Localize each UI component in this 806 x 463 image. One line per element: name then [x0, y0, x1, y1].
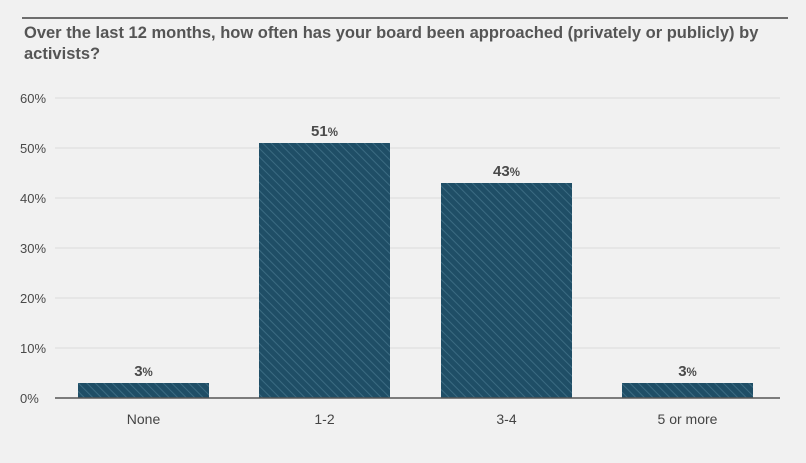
- bar: [622, 383, 753, 398]
- data-labels: 3%51%43%3%: [134, 123, 697, 380]
- x-category-label: None: [127, 411, 161, 427]
- y-tick-label: 60%: [20, 91, 46, 106]
- x-category-label: 1-2: [314, 411, 334, 427]
- bar: [259, 143, 390, 398]
- y-tick-label: 20%: [20, 291, 46, 306]
- data-label-unit: %: [328, 127, 338, 139]
- y-tick-label: 40%: [20, 191, 46, 206]
- x-category-label: 3-4: [496, 411, 516, 427]
- data-label-value: 3: [678, 363, 686, 380]
- x-category-label: 5 or more: [658, 411, 718, 427]
- data-label: 3%: [678, 363, 697, 380]
- bar: [78, 383, 209, 398]
- data-label-value: 43: [493, 163, 510, 180]
- y-tick-label: 10%: [20, 341, 46, 356]
- top-rule: [22, 17, 788, 19]
- data-label-unit: %: [510, 167, 520, 179]
- data-label: 51%: [311, 123, 338, 140]
- y-tick-label: 50%: [20, 141, 46, 156]
- x-axis: None 1-2 3-4 5 or more: [127, 411, 718, 427]
- y-tick-label: 30%: [20, 241, 46, 256]
- data-label-unit: %: [143, 367, 153, 379]
- data-label: 3%: [134, 363, 153, 380]
- data-label: 43%: [493, 163, 520, 180]
- data-label-value: 3: [134, 363, 142, 380]
- data-label-unit: %: [687, 367, 697, 379]
- grid-lines: [55, 97, 780, 349]
- chart-title: Over the last 12 months, how often has y…: [24, 24, 759, 63]
- data-label-value: 51: [311, 123, 328, 140]
- y-tick-label: 0%: [20, 391, 39, 406]
- y-axis: 0% 10% 20% 30% 40% 50% 60%: [20, 91, 46, 406]
- bar: [441, 183, 572, 398]
- bars: [78, 143, 753, 398]
